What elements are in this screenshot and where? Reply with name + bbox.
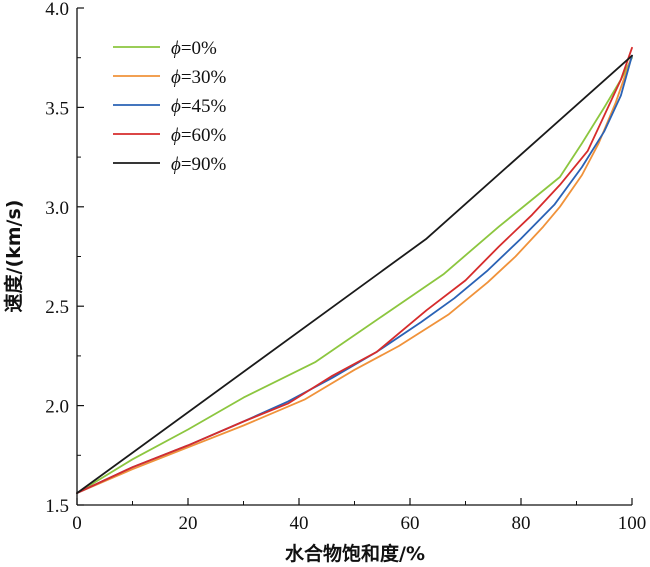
legend-label-0: ϕ=0%	[171, 38, 217, 59]
x-tick-label: 80	[512, 513, 531, 534]
x-tick-label: 40	[290, 513, 309, 534]
x-tick-label: 0	[72, 513, 82, 534]
y-tick-label: 1.5	[45, 496, 69, 517]
y-tick-label: 2.5	[45, 297, 69, 318]
legend-phi-symbol: ϕ	[171, 154, 181, 175]
y-tick-label: 2.0	[45, 397, 69, 418]
x-tick-label: 20	[179, 513, 198, 534]
legend: ϕ=0%ϕ=30%ϕ=45%ϕ=60%ϕ=90%	[113, 38, 227, 175]
legend-value: =90%	[181, 154, 227, 175]
x-axis: 0 20 40 60 80 100	[72, 498, 646, 534]
x-axis-title: 水合物饱和度/%	[285, 542, 425, 565]
series-line-1	[76, 54, 633, 495]
x-tick-label: 60	[401, 513, 420, 534]
series-line-0	[76, 56, 633, 495]
legend-label-1: ϕ=30%	[171, 67, 227, 88]
series-line-4	[76, 54, 633, 495]
legend-phi-symbol: ϕ	[171, 67, 181, 88]
y-tick-label: 4.0	[45, 0, 69, 20]
y-tick-label: 3.5	[45, 98, 69, 119]
series-line-3	[76, 46, 633, 495]
legend-label-4: ϕ=90%	[171, 154, 227, 175]
plot-area	[76, 46, 633, 495]
series-line-2	[76, 54, 633, 495]
legend-label-2: ϕ=45%	[171, 96, 227, 117]
legend-value: =60%	[181, 125, 227, 146]
y-tick-label: 3.0	[45, 198, 69, 219]
legend-phi-symbol: ϕ	[171, 96, 181, 117]
legend-label-3: ϕ=60%	[171, 125, 227, 146]
legend-phi-symbol: ϕ	[171, 125, 181, 146]
legend-value: =30%	[181, 67, 227, 88]
y-axis-title: 速度/(km/s)	[2, 200, 25, 313]
x-tick-label: 100	[618, 513, 647, 534]
legend-value: =45%	[181, 96, 227, 117]
y-axis: 1.5 2.0 2.5 3.0 3.5 4.0	[45, 0, 84, 517]
legend-phi-symbol: ϕ	[171, 38, 181, 59]
legend-value: =0%	[181, 38, 217, 59]
